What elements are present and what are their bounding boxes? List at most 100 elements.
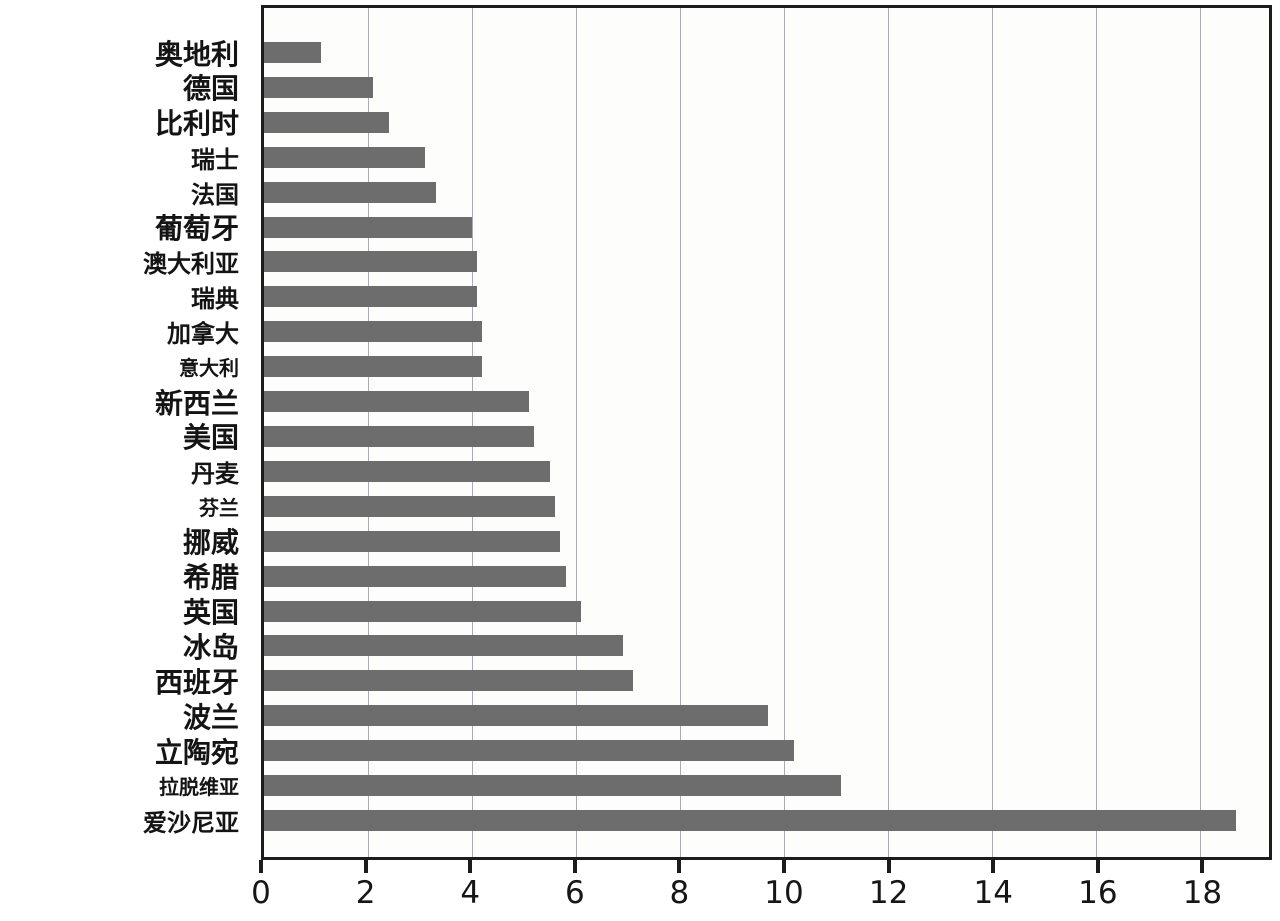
- bar-row: [264, 670, 1269, 692]
- gridline: [575, 8, 577, 857]
- bar: [264, 111, 389, 133]
- bar-row: [264, 635, 1269, 657]
- bar-row: [264, 460, 1269, 482]
- category-label: 法国: [191, 180, 239, 209]
- bar: [264, 321, 483, 343]
- category-labels: 奥地利 德国 比利时瑞士法国葡萄牙澳大利亚瑞典加拿大意大利新西兰 美国丹麦芬兰挪威 希腊…: [0, 8, 249, 857]
- gridline: [783, 8, 785, 857]
- x-tick-label: 8: [669, 875, 690, 911]
- bar: [264, 356, 483, 378]
- category-label: 芬兰: [199, 495, 239, 520]
- bar: [264, 809, 1237, 831]
- x-tick-label: 0: [251, 875, 271, 911]
- bar-row: [264, 391, 1269, 413]
- x-tick-mark: [677, 860, 682, 873]
- category-label: 挪威: [182, 526, 239, 560]
- bar-row: [264, 495, 1269, 517]
- bar-rows: [264, 8, 1269, 857]
- bar: [264, 705, 769, 727]
- bar-row: [264, 146, 1269, 168]
- x-tick-mark: [1200, 860, 1205, 873]
- bar-row: [264, 181, 1269, 203]
- bar-row: [264, 42, 1269, 63]
- category-label: 比利时: [154, 107, 239, 141]
- category-label: 希腊: [182, 561, 239, 595]
- category-label: 波兰: [182, 700, 239, 734]
- gridline: [679, 8, 681, 857]
- bar: [264, 775, 842, 797]
- x-tick-mark: [1095, 860, 1100, 873]
- bar-row: [264, 251, 1269, 273]
- category-label: 拉脱维亚: [159, 775, 239, 800]
- bar-row: [264, 740, 1269, 762]
- x-tick-mark: [886, 860, 891, 873]
- category-label: 加拿大: [167, 320, 239, 349]
- bar-row: [264, 286, 1269, 308]
- bar-row: [264, 775, 1269, 797]
- category-label: 美国: [182, 421, 239, 455]
- bar: [264, 460, 550, 482]
- category-label: 英国: [182, 596, 239, 629]
- category-label: 新西兰: [154, 386, 239, 420]
- bar: [264, 670, 634, 692]
- category-label: 西班牙: [154, 665, 239, 699]
- x-tick-label: 12: [868, 875, 909, 911]
- bar-row: [264, 425, 1269, 447]
- bar: [264, 425, 535, 447]
- bar-row: [264, 705, 1269, 727]
- category-label: 立陶宛: [154, 735, 239, 769]
- x-tick-label: 10: [764, 875, 804, 911]
- x-axis: 0 2 4 6 8 10 12 14 16 18: [251, 858, 1272, 920]
- x-tick-mark: [572, 860, 577, 873]
- gridline: [887, 8, 889, 857]
- bar: [264, 76, 374, 98]
- x-tick-label: 14: [973, 875, 1013, 911]
- bar: [264, 181, 436, 203]
- x-tick-label: 2: [355, 875, 376, 911]
- category-label: 澳大利亚: [143, 250, 239, 279]
- category-label: 葡萄牙: [154, 212, 239, 246]
- bar: [264, 42, 322, 63]
- bar-row: [264, 111, 1269, 133]
- category-label: 瑞典: [191, 285, 239, 314]
- category-label: 爱沙尼亚: [143, 808, 239, 837]
- category-label: 丹麦: [191, 459, 239, 488]
- bar-row: [264, 76, 1269, 98]
- bar-row: [264, 321, 1269, 343]
- category-label: 冰岛: [182, 630, 239, 664]
- bar: [264, 530, 561, 552]
- x-tick-label: 18: [1182, 875, 1223, 911]
- bar: [264, 391, 530, 413]
- gridline: [991, 8, 993, 857]
- category-label: 意大利: [179, 356, 239, 381]
- category-label: 瑞士: [191, 145, 239, 174]
- x-tick-mark: [259, 860, 263, 873]
- gridline: [1095, 8, 1097, 857]
- bar: [264, 216, 472, 238]
- bar-row: [264, 600, 1269, 622]
- x-tick-mark: [782, 860, 787, 873]
- x-tick-label: 4: [460, 875, 481, 911]
- bar: [264, 740, 795, 762]
- bar: [264, 146, 426, 168]
- bar: [264, 251, 478, 273]
- bar-row: [264, 216, 1269, 238]
- bar-row: [264, 530, 1269, 552]
- bar: [264, 286, 478, 308]
- x-tick-mark: [468, 860, 473, 873]
- x-tick-mark: [363, 860, 368, 873]
- x-tick-mark: [991, 860, 996, 873]
- category-label: 奥地利: [154, 37, 239, 71]
- bar-row: [264, 565, 1269, 587]
- category-label: 德国: [182, 72, 239, 106]
- bar-row: [264, 356, 1269, 378]
- bar-row: [264, 809, 1269, 831]
- gridline: [1199, 8, 1201, 857]
- bar: [264, 565, 566, 587]
- bar: [264, 600, 582, 622]
- x-tick-label: 6: [564, 875, 585, 911]
- x-tick-label: 16: [1078, 875, 1118, 911]
- bar: [264, 495, 556, 517]
- bar: [264, 635, 623, 657]
